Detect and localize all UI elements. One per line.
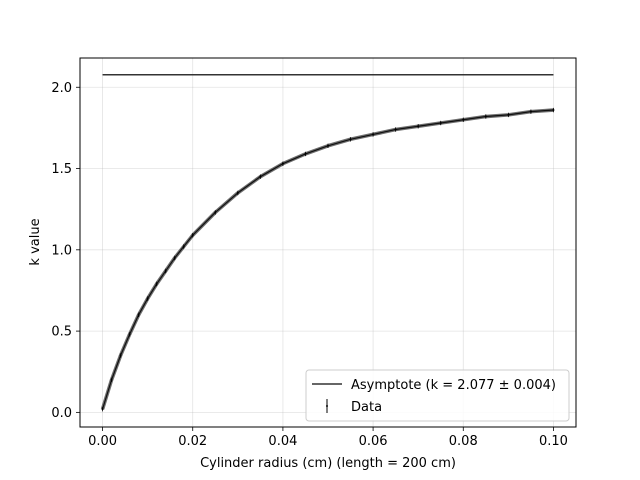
series-layer <box>100 73 555 412</box>
x-axis-label: Cylinder radius (cm) (length = 200 cm) <box>200 456 456 471</box>
data-point <box>164 269 167 272</box>
x-tick-label: 0.00 <box>88 434 117 449</box>
data-point <box>462 118 465 121</box>
data-point <box>327 144 329 147</box>
legend-box <box>305 369 570 422</box>
data-point <box>214 211 217 214</box>
data-point <box>259 175 262 178</box>
y-tick-label: 1.5 <box>51 162 72 177</box>
data-point <box>146 297 149 300</box>
data-point <box>173 256 176 259</box>
grid <box>80 58 576 427</box>
plot-background <box>80 58 576 427</box>
data-point <box>507 113 510 116</box>
data-point <box>155 282 158 285</box>
plot-frame <box>79 57 577 428</box>
data-point <box>128 333 131 336</box>
data-point <box>349 138 352 141</box>
ticks: 0.00 0.02 0.04 0.06 0.08 0.10 0.0 0.5 1.0 1.5 2.0 <box>51 81 568 449</box>
data-point <box>191 234 194 237</box>
y-tick-label: 2.0 <box>51 81 72 96</box>
y-axis-label: k value <box>28 218 43 265</box>
x-tick-label: 0.04 <box>268 434 297 449</box>
y-tick-label: 1.0 <box>51 243 72 258</box>
data-point <box>281 162 284 165</box>
data-point <box>552 109 555 112</box>
data-point <box>372 133 375 136</box>
legend-label-data: Data <box>351 400 382 415</box>
data-point <box>529 110 532 113</box>
legend: Asymptote (k = 2.077 ± 0.004) Data <box>305 369 570 422</box>
data-point <box>439 122 442 125</box>
data-point <box>417 125 420 128</box>
data-point <box>101 408 104 411</box>
x-tick-label: 0.10 <box>539 434 568 449</box>
x-tick-label: 0.08 <box>449 434 478 449</box>
data-point <box>119 354 122 357</box>
data-point <box>137 313 140 316</box>
data-point <box>182 245 185 248</box>
data-point <box>236 191 239 194</box>
data-point <box>484 115 487 118</box>
y-tick-label: 0.5 <box>51 325 72 340</box>
legend-label-asymptote: Asymptote (k = 2.077 ± 0.004) <box>351 378 556 393</box>
x-tick-label: 0.06 <box>359 434 388 449</box>
data-point <box>304 152 307 155</box>
x-tick-label: 0.02 <box>178 434 207 449</box>
data-point <box>110 378 113 381</box>
legend-marker-swatch <box>326 405 328 407</box>
y-tick-label: 0.0 <box>51 406 72 421</box>
data-point <box>394 128 397 131</box>
